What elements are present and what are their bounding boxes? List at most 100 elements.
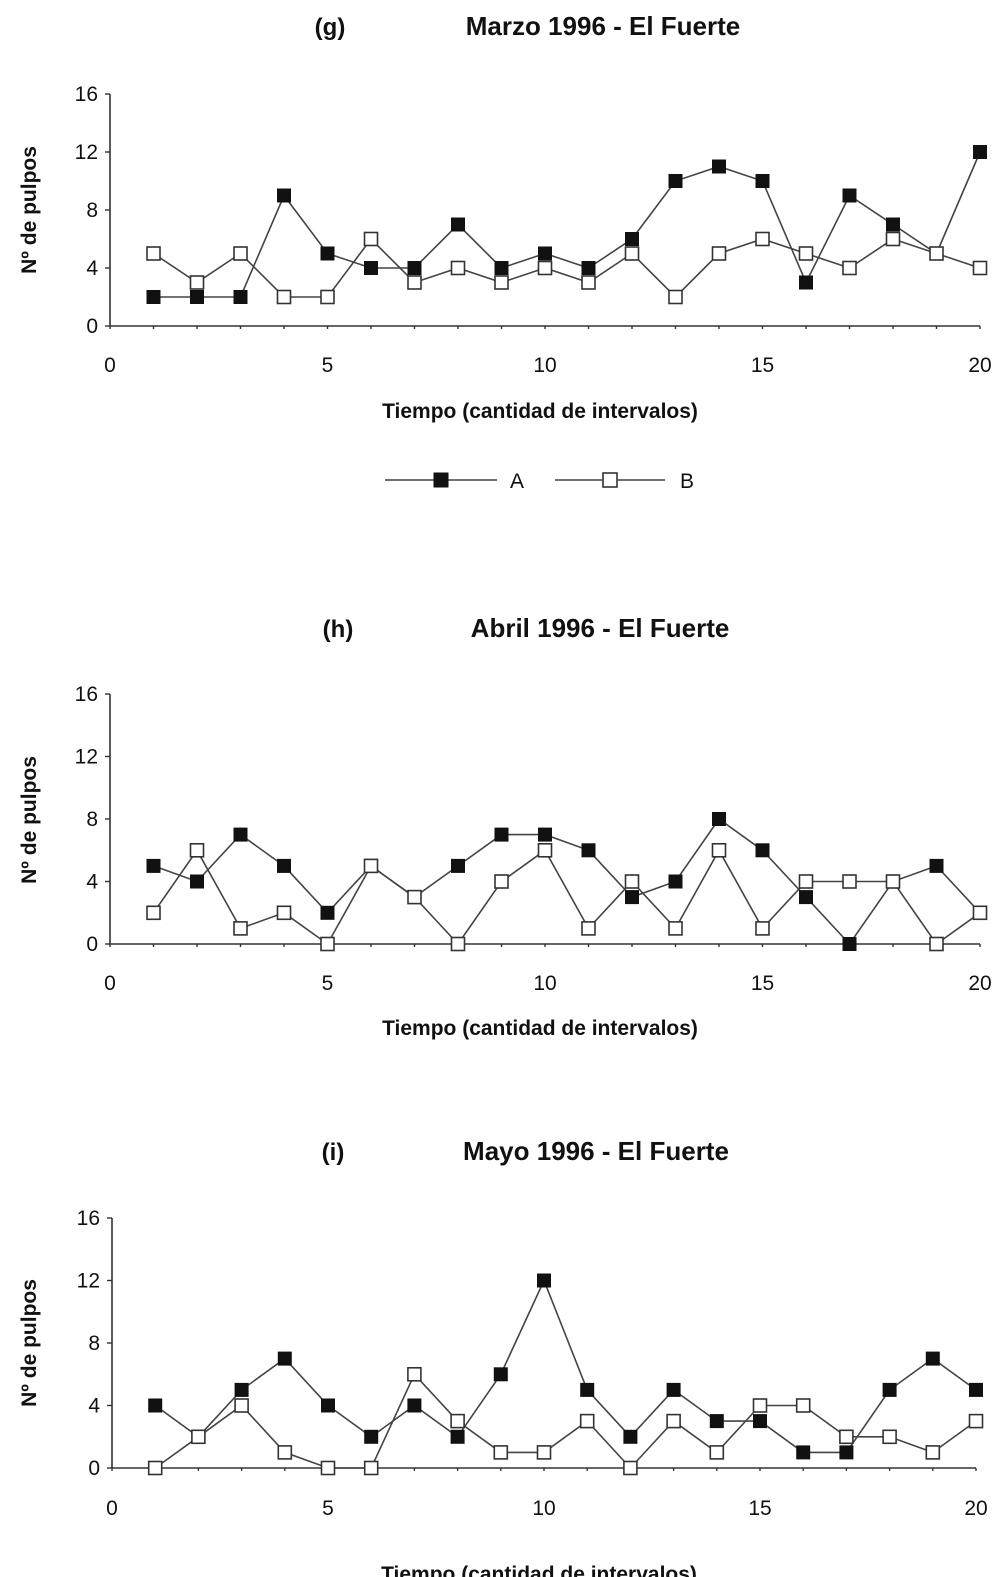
series-A (148, 1273, 983, 1460)
data-point (538, 827, 552, 842)
legend-label: A (510, 470, 524, 493)
x-tick-label: 5 (322, 972, 334, 995)
data-point (882, 1382, 897, 1397)
data-point (363, 1460, 379, 1476)
data-point (968, 1413, 984, 1429)
data-point (494, 874, 509, 889)
chart-title: Mayo 1996 - El Fuerte (463, 1136, 729, 1166)
data-point (537, 260, 553, 276)
data-point (580, 1382, 595, 1397)
data-point (972, 260, 988, 276)
data-point (795, 1398, 811, 1413)
x-tick-label: 15 (751, 354, 774, 377)
x-axis-label: Tiempo (cantidad de intervalos) (382, 1017, 698, 1040)
x-tick-label: 10 (532, 1497, 555, 1520)
data-point (364, 261, 378, 275)
data-point (581, 275, 596, 290)
data-point (451, 217, 465, 232)
data-point (711, 246, 727, 261)
x-tick-label: 5 (322, 354, 334, 377)
data-point (624, 246, 640, 261)
x-tick-label: 15 (751, 972, 774, 995)
data-point (752, 1398, 768, 1413)
y-tick-label: 8 (88, 1332, 100, 1355)
data-point (668, 289, 683, 305)
data-point (798, 246, 814, 261)
data-point (623, 1460, 638, 1476)
data-point (277, 1445, 293, 1460)
x-axis-label: Tiempo (cantidad de intervalos) (381, 1563, 697, 1577)
data-point (451, 858, 465, 873)
legend-label: B (680, 470, 694, 493)
y-tick-label: 4 (86, 257, 98, 280)
series-B (146, 231, 988, 305)
y-tick-label: 0 (86, 933, 98, 956)
y-tick-label: 16 (75, 83, 98, 106)
panel-label: (i) (322, 1139, 345, 1166)
x-tick-label: 0 (104, 354, 116, 377)
data-point (842, 260, 857, 276)
data-point (668, 874, 683, 889)
data-point (755, 174, 770, 188)
data-point (668, 174, 683, 188)
data-point (969, 1382, 983, 1397)
y-tick-label: 4 (86, 871, 98, 894)
panel-label: (g) (315, 14, 346, 41)
data-point (798, 874, 814, 889)
data-point (191, 1429, 206, 1445)
data-point (668, 921, 683, 936)
data-point (799, 890, 813, 905)
data-point (234, 1398, 249, 1413)
data-point (494, 275, 509, 290)
data-point (407, 275, 422, 290)
data-point (493, 1367, 508, 1382)
data-point (536, 1445, 552, 1460)
data-point (796, 1445, 811, 1460)
data-point (364, 1429, 379, 1444)
data-point (320, 246, 335, 261)
data-point (494, 261, 509, 275)
data-point (882, 1429, 897, 1445)
y-tick-label: 0 (88, 1457, 100, 1480)
data-point (538, 246, 552, 261)
data-point (839, 1445, 854, 1460)
y-tick-label: 12 (75, 141, 98, 164)
data-point (842, 188, 857, 203)
data-point (277, 188, 291, 203)
data-point (276, 289, 292, 305)
data-point (712, 812, 726, 826)
data-point (320, 936, 335, 952)
data-point (972, 905, 988, 921)
chart-2: (h) Abril 1996 - El Fuerte 0 4 8 12 16 0 5 10 15 20… (18, 613, 992, 1040)
data-point (233, 290, 248, 304)
data-point (839, 1429, 854, 1445)
series-B (147, 1367, 984, 1476)
data-point (320, 905, 335, 920)
data-point (146, 290, 161, 304)
data-point (276, 905, 292, 921)
x-tick-label: 0 (106, 1497, 118, 1520)
data-point (885, 874, 901, 889)
data-point (363, 858, 379, 874)
x-tick-label: 20 (968, 972, 991, 995)
data-point (886, 217, 900, 232)
data-point (147, 1460, 163, 1476)
panel-label: (h) (323, 616, 354, 643)
x-tick-label: 20 (968, 354, 991, 377)
x-tick-label: 15 (748, 1497, 771, 1520)
y-axis-label: Nº de pulpos (18, 756, 41, 884)
y-tick-label: 0 (86, 315, 98, 338)
data-point (666, 1413, 681, 1429)
data-point (625, 890, 639, 905)
series-B (146, 842, 988, 952)
data-point (581, 261, 596, 275)
data-point (925, 1351, 940, 1366)
data-point (537, 1273, 551, 1288)
y-tick-label: 12 (77, 1270, 100, 1293)
data-point (929, 858, 944, 873)
series-A (146, 145, 987, 304)
data-point (885, 231, 901, 247)
data-point (842, 874, 857, 889)
data-point (929, 246, 944, 261)
chart-1: (g) Marzo 1996 - El Fuerte 0 4 8 12 16 0 5 10 15 20… (18, 11, 992, 493)
